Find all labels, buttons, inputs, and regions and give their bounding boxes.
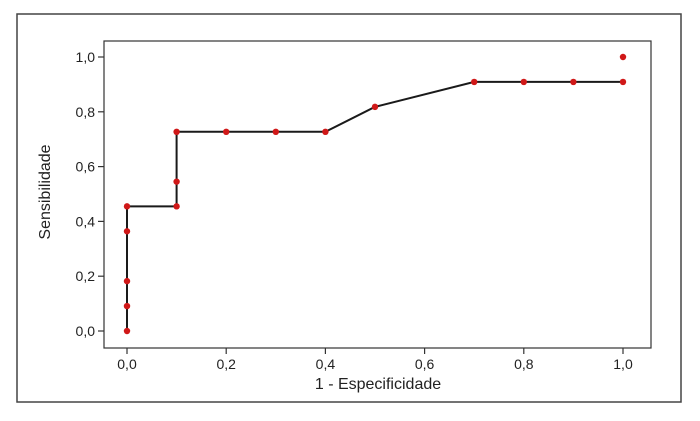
roc-point (123, 228, 131, 235)
y-tick-label: 0,6 (76, 159, 96, 175)
y-tick-label: 1,0 (76, 49, 96, 65)
roc-point (223, 128, 230, 136)
roc-point (173, 178, 180, 185)
roc-point (272, 128, 279, 136)
y-axis: 0,0 0,2 0,4 0,6 0,8 1,0 (76, 49, 104, 339)
roc-point (619, 78, 627, 86)
roc-point (471, 78, 478, 86)
roc-point (619, 53, 627, 61)
roc-point (520, 78, 527, 86)
x-tick-label: 0,8 (514, 356, 534, 372)
roc-point (173, 203, 180, 210)
x-tick-label: 1,0 (613, 356, 633, 372)
plot-area (103, 40, 652, 349)
y-tick-label: 0,8 (76, 104, 96, 120)
roc-point (570, 78, 577, 86)
roc-point (123, 203, 131, 210)
roc-curve-line (126, 80, 623, 331)
roc-point (123, 327, 131, 335)
y-tick-label: 0,4 (76, 213, 96, 229)
outer-border (16, 13, 682, 403)
x-tick-label: 0,4 (316, 356, 336, 372)
roc-point (123, 302, 131, 310)
x-tick-label: 0,6 (415, 356, 435, 372)
roc-point (371, 103, 379, 111)
roc-point (322, 128, 329, 136)
y-tick-label: 0,2 (76, 268, 96, 284)
x-axis-title: 1 - Especificidade (315, 376, 441, 393)
series-layer (123, 53, 627, 335)
x-tick-label: 0,2 (216, 356, 236, 372)
y-axis-title: Sensibilidade (37, 144, 54, 239)
y-tick-label: 0,0 (76, 323, 96, 339)
x-tick-label: 0,0 (117, 356, 137, 372)
roc-point (173, 128, 180, 136)
roc-point (123, 277, 131, 285)
x-axis: 0,0 0,2 0,4 0,6 0,8 1,0 (117, 348, 633, 372)
